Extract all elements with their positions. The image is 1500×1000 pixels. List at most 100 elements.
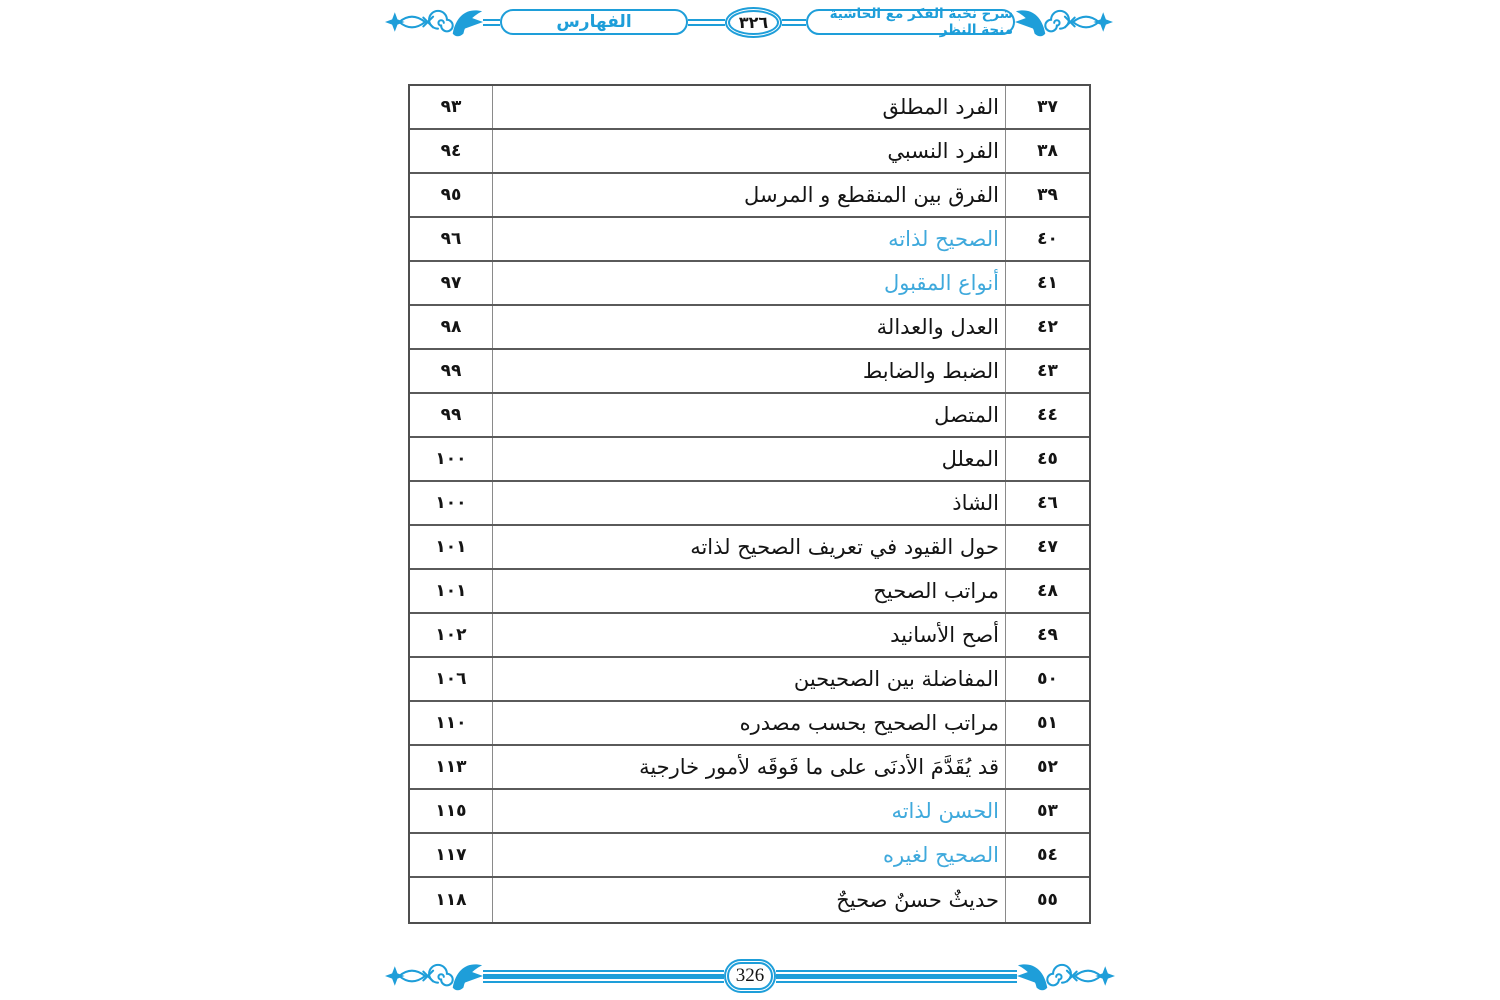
toc-row-number: ٤١ [1037,273,1058,293]
toc-title-cell: المتصل [493,394,1005,436]
toc-row: ٩٨ العدل والعدالة ٤٢ [410,306,1089,350]
toc-page-cell: ٩٧ [410,262,493,304]
toc-title: حول القيود في تعريف الصحيح لذاته [690,535,999,559]
toc-page-number: ٩٩ [440,405,462,425]
toc-page-cell: ١١٥ [410,790,493,832]
toc-page-number: ١٠٠ [435,449,467,469]
toc-row: ١١٠ مراتب الصحيح بحسب مصدره ٥١ [410,702,1089,746]
flourish-left-icon [385,963,483,992]
toc-row-number: ٥٥ [1037,890,1058,910]
toc-page-number: ٩٩ [440,361,462,381]
toc-row-number: ٥١ [1037,713,1058,733]
toc-title: مراتب الصحيح بحسب مصدره [739,711,999,735]
flourish-right-icon [1015,9,1113,38]
toc-page-number: ١٠١ [435,581,467,601]
toc-title: الشاذ [952,491,999,515]
toc-page-cell: ١٠١ [410,526,493,568]
toc-title: العدل والعدالة [876,315,999,339]
toc-title: الفرد النسبي [887,139,999,163]
toc-row: ١١٣ قد يُقَدَّمَ الأدنَى على ما فَوقَه ل… [410,746,1089,790]
toc-title-cell: أنواع المقبول [493,262,1005,304]
toc-row: ١٠٠ الشاذ ٤٦ [410,482,1089,526]
toc-page-cell: ٩٤ [410,130,493,172]
toc-title: الصحيح لذاته [888,227,999,251]
toc-row: ٩٧ أنواع المقبول ٤١ [410,262,1089,306]
toc-row-number: ٣٩ [1037,185,1058,205]
toc-row: ٩٩ المتصل ٤٤ [410,394,1089,438]
toc-row-number: ٥٠ [1037,669,1058,689]
toc-row-number: ٤٤ [1037,405,1058,425]
toc-row: ١١٧ الصحيح لغيره ٥٤ [410,834,1089,878]
header-rule [782,18,806,26]
toc-title-cell: حديثٌ حسنٌ صحيحٌ [493,878,1005,922]
toc-row-number: ٤٣ [1037,361,1058,381]
toc-row: ٩٣ الفرد المطلق ٣٧ [410,86,1089,130]
page-footer: 326 [385,956,1115,996]
toc-title: المعلل [941,447,999,471]
toc-title-cell: المفاضلة بين الصحيحين [493,658,1005,700]
toc-row: ١٠٦ المفاضلة بين الصحيحين ٥٠ [410,658,1089,702]
toc-row-number-cell: ٥١ [1005,702,1089,744]
toc-title-cell: الصحيح لغيره [493,834,1005,876]
toc-title: الفرق بين المنقطع و المرسل [744,183,999,207]
toc-row-number-cell: ٤٥ [1005,438,1089,480]
page-number-oval: ٣٢٦ [725,6,782,38]
toc-row-number: ٣٨ [1037,141,1058,161]
toc-row-number-cell: ٥٥ [1005,878,1089,922]
header-page-number: ٣٢٦ [738,12,769,32]
toc-page-cell: ٩٥ [410,174,493,216]
header-rule [483,18,500,26]
toc-row-number: ٥٤ [1037,845,1058,865]
footer-page-pill: 326 [724,959,776,993]
flourish-left-icon [385,9,483,38]
toc-row-number-cell: ٤٢ [1005,306,1089,348]
toc-page-number: ١٠١ [435,537,467,557]
toc-page-number: ٩٧ [440,273,462,293]
toc-row-number-cell: ٥٢ [1005,746,1089,788]
toc-row-number-cell: ٥٣ [1005,790,1089,832]
toc-title-cell: الصحيح لذاته [493,218,1005,260]
toc-row-number-cell: ٥٤ [1005,834,1089,876]
toc-row: ١٠٠ المعلل ٤٥ [410,438,1089,482]
toc-page-cell: ٩٨ [410,306,493,348]
toc-page-number: ٩٤ [440,141,462,161]
toc-page-number: ١١٣ [435,757,467,777]
toc-row: ١١٥ الحسن لذاته ٥٣ [410,790,1089,834]
toc-page-cell: ٩٣ [410,86,493,128]
toc-row: ٩٤ الفرد النسبي ٣٨ [410,130,1089,174]
toc-page-cell: ١٠٠ [410,438,493,480]
toc-row-number-cell: ٤٤ [1005,394,1089,436]
toc-page-number: ١٠٠ [435,493,467,513]
toc-title: المفاضلة بين الصحيحين [793,667,999,691]
toc-title: مراتب الصحيح [873,579,999,603]
toc-row-number-cell: ٤٠ [1005,218,1089,260]
toc-page-cell: ٩٩ [410,394,493,436]
toc-row-number-cell: ٤٩ [1005,614,1089,656]
toc-title-cell: المعلل [493,438,1005,480]
toc-row-number: ٤٢ [1037,317,1058,337]
toc-page-number: ١١٨ [435,890,467,910]
toc-page-cell: ٩٦ [410,218,493,260]
toc-page-cell: ١١٣ [410,746,493,788]
toc-page-number: ١١٠ [435,713,467,733]
toc-row-number-cell: ٤٦ [1005,482,1089,524]
toc-row-number: ٥٣ [1037,801,1058,821]
toc-table: ٩٣ الفرد المطلق ٣٧ ٩٤ الفرد النسبي ٣٨ ٩٥ [408,84,1091,924]
section-label: الفهارس [556,12,632,32]
toc-row-number-cell: ٣٩ [1005,174,1089,216]
book-title-pill: شرح نخبة الفكر مع الحاشية منحة النظر [806,6,1015,38]
toc-title: أصح الأسانيد [890,623,999,647]
toc-title-cell: الشاذ [493,482,1005,524]
toc-row: ١١٨ حديثٌ حسنٌ صحيحٌ ٥٥ [410,878,1089,922]
toc-title: الحسن لذاته [891,799,999,823]
toc-title-cell: الفرق بين المنقطع و المرسل [493,174,1005,216]
toc-row-number: ٥٢ [1037,757,1058,777]
toc-row: ١٠١ حول القيود في تعريف الصحيح لذاته ٤٧ [410,526,1089,570]
flourish-right-icon [1017,963,1115,992]
toc-title-cell: قد يُقَدَّمَ الأدنَى على ما فَوقَه لأمور… [493,746,1005,788]
toc-row-number: ٣٧ [1037,97,1058,117]
toc-title-cell: الفرد النسبي [493,130,1005,172]
toc-row-number: ٤٧ [1037,537,1058,557]
toc-page-number: ٩٨ [440,317,462,337]
toc-row-number: ٤٨ [1037,581,1058,601]
